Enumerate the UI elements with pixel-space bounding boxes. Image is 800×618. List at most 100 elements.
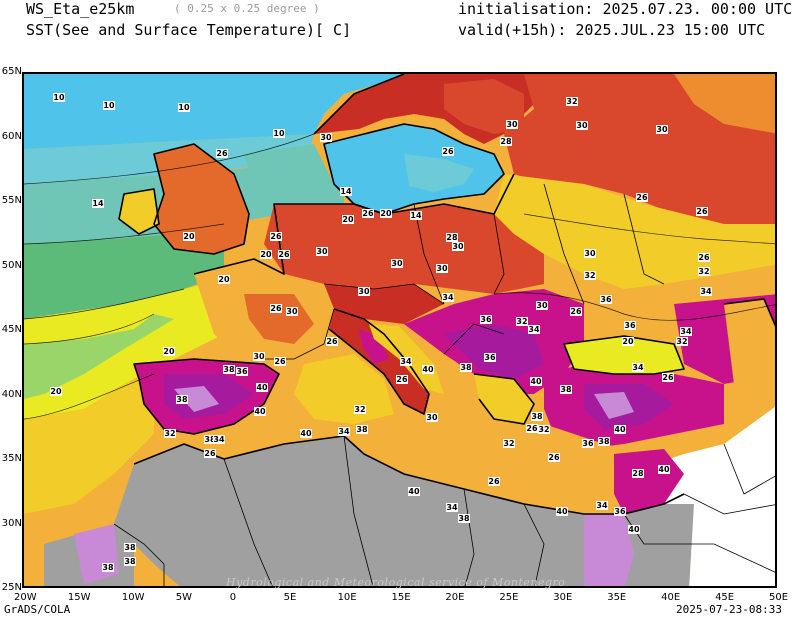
contour-label-bg <box>676 337 688 346</box>
north-sea <box>244 144 344 214</box>
lat-tick-label: 25N <box>1 582 22 593</box>
contour-label: 30 <box>452 242 464 251</box>
contour-label: 26 <box>570 307 582 316</box>
contour-label-bg <box>340 187 352 196</box>
contour-label-bg <box>570 307 582 316</box>
contour-label: 40 <box>658 465 670 474</box>
contour-label-bg <box>53 93 65 102</box>
contour-label-bg <box>636 193 648 202</box>
contour-label: 40 <box>614 425 626 434</box>
contour-label-bg <box>531 412 543 421</box>
contour-label-bg <box>460 363 472 372</box>
lon-tick-label: 0 <box>229 592 237 603</box>
contour-label: 30 <box>426 413 438 422</box>
contour-label: 34 <box>400 357 412 366</box>
contour-label-bg <box>356 425 368 434</box>
contour-label-bg <box>530 377 542 386</box>
black-sea <box>564 336 684 374</box>
contour-label-bg <box>260 250 272 259</box>
contour-label-bg <box>480 315 492 324</box>
lat-tick-label: 50N <box>1 259 22 271</box>
footer-software: GrADS/COLA <box>4 603 71 616</box>
contour-label: 32 <box>503 439 514 448</box>
contour-label-bg <box>183 232 195 241</box>
lon-tick-label: 45E <box>715 592 735 603</box>
lon-tick-label: 40E <box>661 592 681 603</box>
contour-label-bg <box>614 425 626 434</box>
contour-label: 36 <box>582 439 594 448</box>
contour-label: 32 <box>538 425 549 434</box>
lon-tick-label: 50E <box>769 592 789 603</box>
contour-label: 26 <box>698 253 710 262</box>
contour-label-bg <box>300 429 312 438</box>
contour-label-bg <box>446 233 458 242</box>
contour-label: 20 <box>342 215 354 224</box>
contour-label-bg <box>176 395 188 404</box>
contour-label-bg <box>658 465 670 474</box>
contour-label: 30 <box>253 352 265 361</box>
valid-time: valid(+15h): 2025.JUL.23 15:00 UTC <box>458 21 766 39</box>
contour-label-bg <box>216 149 228 158</box>
contour-label: 40 <box>300 429 312 438</box>
contour-label: 34 <box>680 327 692 336</box>
contour-label: 14 <box>92 199 104 208</box>
contour-label: 28 <box>500 137 512 146</box>
contour-label: 32 <box>164 429 175 438</box>
contour-label-bg <box>236 367 248 376</box>
contour-label-bg <box>164 429 176 438</box>
contour-label-bg <box>102 563 114 572</box>
contour-label: 34 <box>338 427 350 436</box>
contour-label: 26 <box>396 375 408 384</box>
contour-label-bg <box>204 435 216 444</box>
isotherm-lines <box>24 133 775 420</box>
contour-label-bg <box>516 317 528 326</box>
contour-label-bg <box>410 211 422 220</box>
footer-timestamp: 2025-07-23-08:33 <box>676 603 782 616</box>
contour-label-bg <box>50 387 62 396</box>
contour-label: 26 <box>442 147 454 156</box>
contour-label: 26 <box>488 477 500 486</box>
sst-band-18 <box>24 314 174 399</box>
contour-label: 38 <box>458 514 470 523</box>
contour-label: 40 <box>422 365 434 374</box>
contour-label-bg <box>326 337 338 346</box>
contour-label-bg <box>656 125 668 134</box>
contour-label-bg <box>536 301 548 310</box>
contour-label: 38 <box>204 435 216 444</box>
contour-label-bg <box>500 137 512 146</box>
contour-label: 26 <box>216 149 228 158</box>
watermark: Hydrological and Meteorological service … <box>226 576 566 589</box>
contour-label-bg <box>484 353 496 362</box>
contour-label-bg <box>526 424 538 433</box>
contour-label-bg <box>632 363 644 372</box>
lon-tick-label: 5W <box>175 592 193 603</box>
contour-label: 20 <box>183 232 195 241</box>
contour-label: 34 <box>700 287 712 296</box>
land-balkans-core <box>444 324 544 379</box>
land-russia-north <box>504 74 775 234</box>
contour-label: 26 <box>278 250 290 259</box>
contour-label-bg <box>103 101 115 110</box>
resolution-label: ( 0.25 x 0.25 degree ) <box>174 2 320 15</box>
sst-band-20 <box>24 279 244 419</box>
contour-label: 26 <box>270 232 282 241</box>
contour-label-bg <box>391 259 403 268</box>
contour-label-bg <box>566 97 578 106</box>
contour-label-bg <box>286 307 298 316</box>
contour-label-bg <box>256 383 268 392</box>
lon-tick-label: 20W <box>14 592 37 603</box>
contour-label: 20 <box>622 337 634 346</box>
contour-label: 10 <box>53 93 65 102</box>
contour-label-bg <box>358 287 370 296</box>
caspian-sea <box>724 299 775 414</box>
contour-label-bg <box>614 507 626 516</box>
contour-label-bg <box>698 267 710 276</box>
land-north-africa <box>114 436 694 586</box>
contour-label-bg <box>354 405 366 414</box>
contour-label: 26 <box>662 373 674 382</box>
contour-label-bg <box>528 325 540 334</box>
contour-label-bg <box>362 209 374 218</box>
contour-label-bg <box>278 250 290 259</box>
contour-label: 38 <box>124 557 136 566</box>
contour-label: 34 <box>446 503 458 512</box>
